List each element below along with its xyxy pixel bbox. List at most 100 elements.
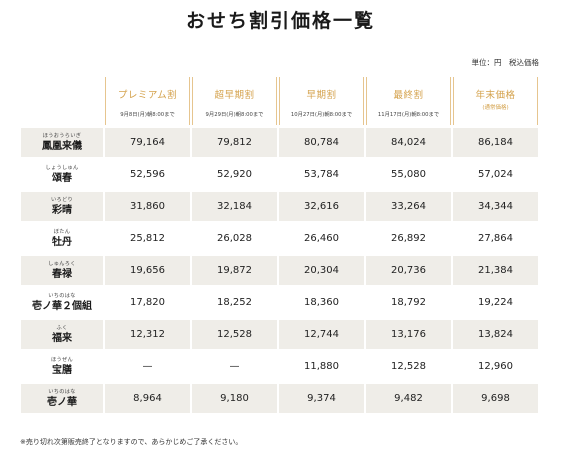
column-note: (通常価格) bbox=[482, 105, 509, 111]
header-corner bbox=[21, 77, 103, 125]
column-header: 最終割 11月17日(月)朝8:00まで bbox=[366, 77, 451, 125]
price-cell: 19,656 bbox=[105, 256, 190, 285]
price-cell: — bbox=[105, 352, 190, 381]
product-name: 頌春 bbox=[52, 173, 72, 184]
product-name: 牡丹 bbox=[52, 237, 72, 248]
price-cell: 9,180 bbox=[192, 384, 277, 413]
column-header: 超早期割 9月29日(月)朝8:00まで bbox=[192, 77, 277, 125]
page-title: おせち割引価格一覧 bbox=[185, 10, 375, 32]
product-reading: ふく bbox=[56, 325, 68, 331]
column-label: プレミアム割 bbox=[117, 90, 178, 101]
product-cell: ほうおうらいぎ鳳凰来儀 bbox=[21, 128, 103, 157]
price-cell: 11,880 bbox=[279, 352, 364, 381]
column-header: 早期割 10月27日(月)朝8:00まで bbox=[279, 77, 364, 125]
product-cell: いちのはな壱ノ華２個組 bbox=[21, 288, 103, 317]
footnote: ※売り切れ次第販売終了となりますので、あらかじめご了承ください。 bbox=[20, 438, 243, 446]
unit-note: 単位：円 税込価格 bbox=[471, 58, 540, 67]
price-cell: 27,864 bbox=[453, 224, 538, 253]
product-reading: ほうぜん bbox=[51, 357, 73, 363]
price-table-body: ほうおうらいぎ 鳳凰来儀 79,164 79,812 80,784 84,024 86,18… bbox=[21, 128, 538, 413]
column-label: 年末価格 bbox=[475, 90, 516, 101]
price-cell: 53,784 bbox=[279, 160, 364, 189]
table-row: しょうしゅん 頌春 52,596 52,920 53,784 55,080 57,024 bbox=[21, 160, 538, 189]
price-cell: 32,184 bbox=[192, 192, 277, 221]
column-deadline: 9月29日(月)朝8:00まで bbox=[205, 112, 264, 118]
column-deadline: 11月17日(月)朝8:00まで bbox=[377, 112, 440, 118]
price-cell: 12,312 bbox=[105, 320, 190, 349]
product-name: 彩晴 bbox=[52, 205, 72, 216]
header-row: プレミアム割 9月8日(月)朝8:00まで 超早期割 9月29日(月)朝8:00… bbox=[21, 77, 538, 125]
price-cell: 52,920 bbox=[192, 160, 277, 189]
price-cell: 17,820 bbox=[105, 288, 190, 317]
product-reading: いちのはな bbox=[48, 293, 76, 299]
price-cell: 18,792 bbox=[366, 288, 451, 317]
price-cell: 57,024 bbox=[453, 160, 538, 189]
product-reading: ほうおうらいぎ bbox=[42, 133, 82, 139]
product-name: 春禄 bbox=[52, 269, 72, 280]
price-table: プレミアム割 9月8日(月)朝8:00まで 超早期割 9月29日(月)朝8:00… bbox=[19, 74, 540, 416]
product-name: 鳳凰来儀 bbox=[42, 141, 82, 152]
price-cell: 13,824 bbox=[453, 320, 538, 349]
product-cell: しゅんろく 春禄 bbox=[21, 256, 103, 285]
price-cell: — bbox=[192, 352, 277, 381]
table-row: ほうおうらいぎ 鳳凰来儀 79,164 79,812 80,784 84,024 86,18… bbox=[21, 128, 538, 157]
column-deadline: 10月27日(月)朝8:00まで bbox=[290, 112, 353, 118]
product-name: 宝膳 bbox=[52, 365, 72, 376]
price-cell: 55,080 bbox=[366, 160, 451, 189]
price-cell: 80,784 bbox=[279, 128, 364, 157]
price-cell: 18,360 bbox=[279, 288, 364, 317]
product-cell: いろどり 彩晴 bbox=[21, 192, 103, 221]
column-label: 超早期割 bbox=[214, 90, 255, 101]
product-name: 福来 bbox=[52, 333, 72, 344]
product-cell: しょうしゅん 頌春 bbox=[21, 160, 103, 189]
product-name: 壱ノ華 bbox=[47, 397, 77, 408]
table-row: いちのはな 壱ノ華２個組 17,820 18,252 18,360 18,792 19,22… bbox=[21, 288, 538, 317]
price-cell: 18,252 bbox=[192, 288, 277, 317]
price-cell: 9,374 bbox=[279, 384, 364, 413]
price-cell: 26,892 bbox=[366, 224, 451, 253]
column-header: 年末価格 (通常価格) bbox=[453, 77, 538, 125]
product-name: 壱ノ華２個組 bbox=[32, 301, 92, 312]
product-cell: ほうぜん 宝膳 bbox=[21, 352, 103, 381]
price-cell: 13,176 bbox=[366, 320, 451, 349]
price-cell: 21,384 bbox=[453, 256, 538, 285]
product-cell: ぼたん 牡丹 bbox=[21, 224, 103, 253]
table-row: しゅんろく 春禄 19,656 19,872 20,304 20,736 21,384 bbox=[21, 256, 538, 285]
price-cell: 34,344 bbox=[453, 192, 538, 221]
price-cell: 9,698 bbox=[453, 384, 538, 413]
table-row: ぼたん 牡丹 25,812 26,028 26,460 26,892 27,864 bbox=[21, 224, 538, 253]
product-cell: いちのはな 壱ノ華 bbox=[21, 384, 103, 413]
price-cell: 8,964 bbox=[105, 384, 190, 413]
price-cell: 20,304 bbox=[279, 256, 364, 285]
price-cell: 52,596 bbox=[105, 160, 190, 189]
product-reading: いちのはな bbox=[48, 389, 76, 395]
price-cell: 26,460 bbox=[279, 224, 364, 253]
price-cell: 12,744 bbox=[279, 320, 364, 349]
price-cell: 20,736 bbox=[366, 256, 451, 285]
table-row: いろどり 彩晴 31,860 32,184 32,616 33,264 34,344 bbox=[21, 192, 538, 221]
price-cell: 26,028 bbox=[192, 224, 277, 253]
product-reading: しょうしゅん bbox=[45, 165, 79, 171]
price-cell: 12,960 bbox=[453, 352, 538, 381]
table-row: いちのはな 壱ノ華 8,964 9,180 9,374 9,482 9,698 bbox=[21, 384, 538, 413]
table-row: ふく 福来 12,312 12,528 12,744 13,176 13,824 bbox=[21, 320, 538, 349]
price-cell: 25,812 bbox=[105, 224, 190, 253]
price-cell: 12,528 bbox=[192, 320, 277, 349]
product-reading: いろどり bbox=[51, 197, 73, 203]
price-cell: 19,224 bbox=[453, 288, 538, 317]
column-label: 最終割 bbox=[393, 90, 424, 101]
price-cell: 19,872 bbox=[192, 256, 277, 285]
column-deadline: 9月8日(月)朝8:00まで bbox=[120, 112, 175, 118]
price-cell: 86,184 bbox=[453, 128, 538, 157]
price-cell: 79,164 bbox=[105, 128, 190, 157]
price-cell: 12,528 bbox=[366, 352, 451, 381]
table-row: ほうぜん 宝膳 — —11,880 12,528 12,960 bbox=[21, 352, 538, 381]
price-cell: 9,482 bbox=[366, 384, 451, 413]
product-cell: ふく 福来 bbox=[21, 320, 103, 349]
price-cell: 33,264 bbox=[366, 192, 451, 221]
price-cell: 31,860 bbox=[105, 192, 190, 221]
product-reading: しゅんろく bbox=[48, 261, 76, 267]
column-header: プレミアム割 9月8日(月)朝8:00まで bbox=[105, 77, 190, 125]
price-cell: 32,616 bbox=[279, 192, 364, 221]
product-reading: ぼたん bbox=[53, 229, 71, 235]
